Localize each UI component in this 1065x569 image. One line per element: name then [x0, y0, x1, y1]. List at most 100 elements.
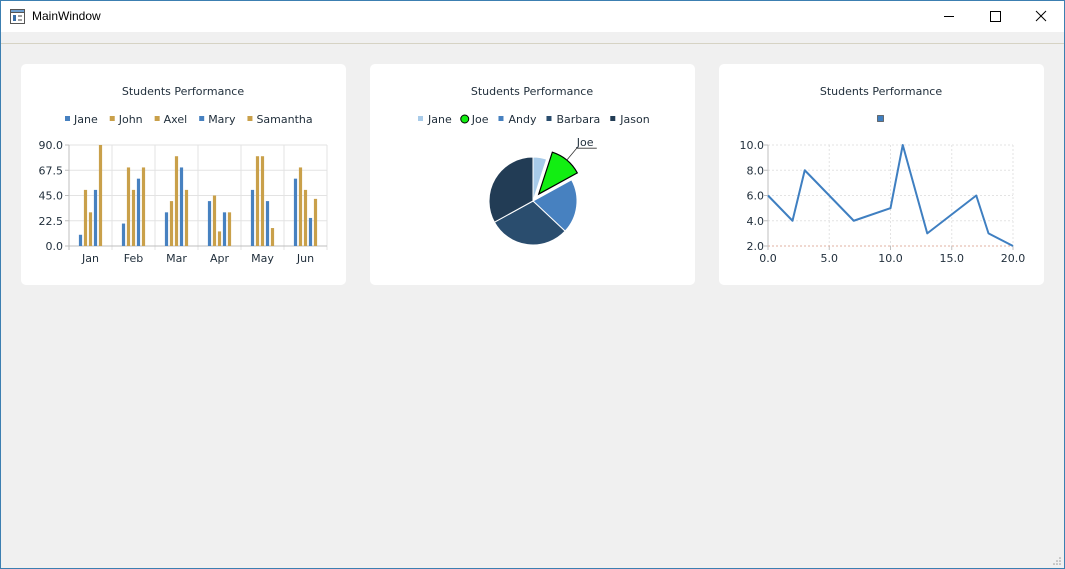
pie-chart: Students Performance Jane Joe Andy Barbara Ja… [418, 85, 650, 246]
bar [141, 167, 146, 246]
legend-marker [460, 114, 470, 124]
y-tick-label: 0.0 [46, 240, 64, 253]
x-tick-label: Feb [124, 252, 143, 265]
legend-label: Axel [164, 113, 188, 126]
maximize-icon [990, 11, 1001, 22]
legend-label: Andy [508, 113, 536, 126]
bar [227, 212, 232, 246]
chart-title: Students Performance [471, 85, 593, 98]
legend-marker [877, 115, 884, 122]
legend-label: John [118, 113, 143, 126]
x-tick-label: 10.0 [878, 252, 903, 265]
bar [131, 189, 136, 246]
x-tick-label: 5.0 [821, 252, 839, 265]
legend-label: Joe [471, 113, 489, 126]
chart-title: Students Performance [820, 85, 942, 98]
bar [255, 156, 260, 246]
bar [260, 156, 265, 246]
bar [164, 212, 169, 246]
close-icon [1035, 10, 1047, 22]
pie-chart-card: Students Performance Jane Joe Andy Barbara Ja… [370, 64, 695, 285]
y-tick-label: 8.0 [747, 164, 765, 177]
bar [313, 198, 318, 246]
pie-slice [493, 200, 566, 246]
pie-slice [532, 179, 578, 232]
y-tick-label: 45.0 [39, 190, 64, 203]
maximize-button[interactable] [972, 1, 1018, 32]
bar [217, 231, 222, 246]
pie-slice-label: Joe [576, 136, 594, 149]
pie-slice [488, 156, 534, 223]
minimize-button[interactable] [926, 1, 972, 32]
y-tick-label: 90.0 [39, 139, 64, 152]
legend-marker [109, 116, 115, 121]
x-tick-label: Apr [210, 252, 230, 265]
legend-marker [610, 116, 616, 121]
title-bar[interactable]: MainWindow [1, 1, 1064, 32]
chart-title: Students Performance [122, 85, 244, 98]
legend-label: Jane [427, 113, 452, 126]
bar [222, 212, 227, 246]
bar [207, 201, 212, 246]
resize-grip-icon[interactable] [1052, 556, 1062, 566]
legend-label: Barbara [556, 113, 600, 126]
legend-marker [65, 116, 70, 121]
bar-chart: Students Performance Jane John Axel Mary Sama… [39, 85, 328, 265]
bar [88, 212, 93, 246]
legend-label: Jason [619, 113, 649, 126]
bar [265, 201, 270, 246]
x-tick-label: Mar [166, 252, 187, 265]
legend-marker [546, 116, 552, 121]
y-tick-label: 6.0 [747, 190, 765, 203]
y-tick-label: 4.0 [747, 215, 765, 228]
bar [298, 167, 303, 246]
bar [98, 145, 103, 246]
bar [136, 178, 141, 246]
legend-marker [498, 116, 504, 121]
legend-marker [247, 116, 253, 121]
bar [121, 223, 126, 246]
x-tick-label: 20.0 [1001, 252, 1026, 265]
bar [93, 189, 98, 246]
app-window-icon [10, 9, 25, 24]
bar [184, 189, 189, 246]
bar [174, 156, 179, 246]
bar [78, 234, 83, 246]
x-tick-label: Jan [81, 252, 99, 265]
series-line [767, 144, 1014, 247]
y-tick-label: 2.0 [747, 240, 765, 253]
bar [293, 178, 298, 246]
y-tick-label: 67.5 [39, 164, 64, 177]
x-tick-label: 15.0 [940, 252, 965, 265]
x-tick-label: May [251, 252, 274, 265]
bar-chart-card: Students Performance Jane John Axel Mary Sama… [21, 64, 346, 285]
x-tick-label: 0.0 [759, 252, 777, 265]
pie-slice [537, 151, 579, 196]
legend-marker [418, 116, 423, 121]
bar [126, 167, 131, 246]
menu-bar [1, 32, 1064, 44]
bar [270, 228, 275, 246]
legend-label: Jane [73, 113, 98, 126]
line-chart: Students Performance 2.0 4.0 6.0 8.0 10.0 0.0 5… [740, 85, 1026, 265]
line-chart-card: Students Performance 2.0 4.0 6.0 8.0 10.0 0.0 5… [719, 64, 1044, 285]
bar [308, 217, 313, 246]
bar [179, 167, 184, 246]
bar [303, 189, 308, 246]
y-tick-label: 10.0 [740, 139, 765, 152]
minimize-icon [944, 16, 954, 17]
close-button[interactable] [1018, 1, 1064, 32]
legend-label: Mary [208, 113, 236, 126]
x-tick-label: Jun [296, 252, 314, 265]
legend-marker [154, 116, 160, 121]
y-tick-label: 22.5 [39, 215, 64, 228]
pie-label-line [566, 147, 597, 161]
bar [83, 189, 88, 246]
bar [212, 195, 217, 246]
bar [169, 201, 174, 246]
legend-label: Samantha [256, 113, 312, 126]
bar [250, 189, 255, 246]
window-title: MainWindow [32, 9, 101, 23]
legend-marker [199, 116, 205, 121]
